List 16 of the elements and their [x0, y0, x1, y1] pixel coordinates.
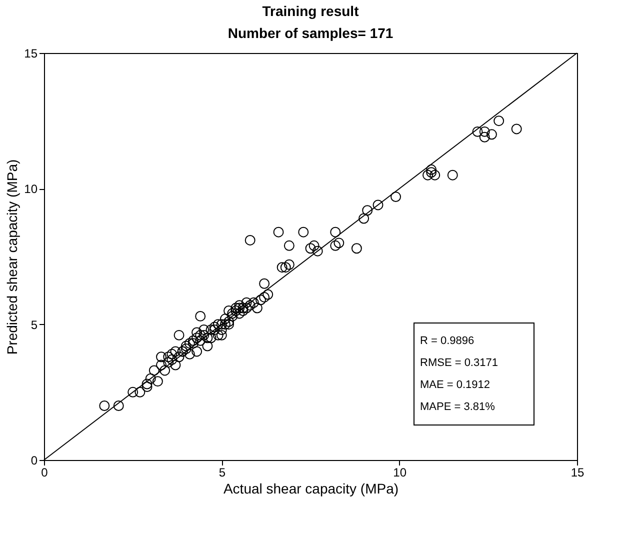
x-tick-label: 5 — [218, 466, 226, 480]
y-tick-label: 10 — [24, 182, 38, 196]
x-tick-label: 15 — [570, 466, 584, 480]
annotation: MAE = 0.1912 — [420, 379, 490, 391]
annotation: RMSE = 0.3171 — [420, 357, 498, 369]
x-tick-label: 0 — [41, 466, 48, 480]
x-axis-title: Actual shear capacity (MPa) — [223, 480, 399, 496]
chart-subtitle: Number of samples= 171 — [228, 25, 394, 41]
annotation: R = 0.9896 — [420, 335, 474, 347]
y-axis-title: Predicted shear capacity (MPa) — [4, 159, 20, 355]
y-tick-label: 5 — [30, 318, 38, 332]
y-tick-label: 15 — [24, 46, 38, 60]
annotation: MAPE = 3.81% — [420, 401, 496, 413]
y-tick-label: 0 — [30, 454, 38, 468]
x-tick-label: 10 — [393, 466, 407, 480]
chart-title: Training result — [262, 3, 360, 19]
